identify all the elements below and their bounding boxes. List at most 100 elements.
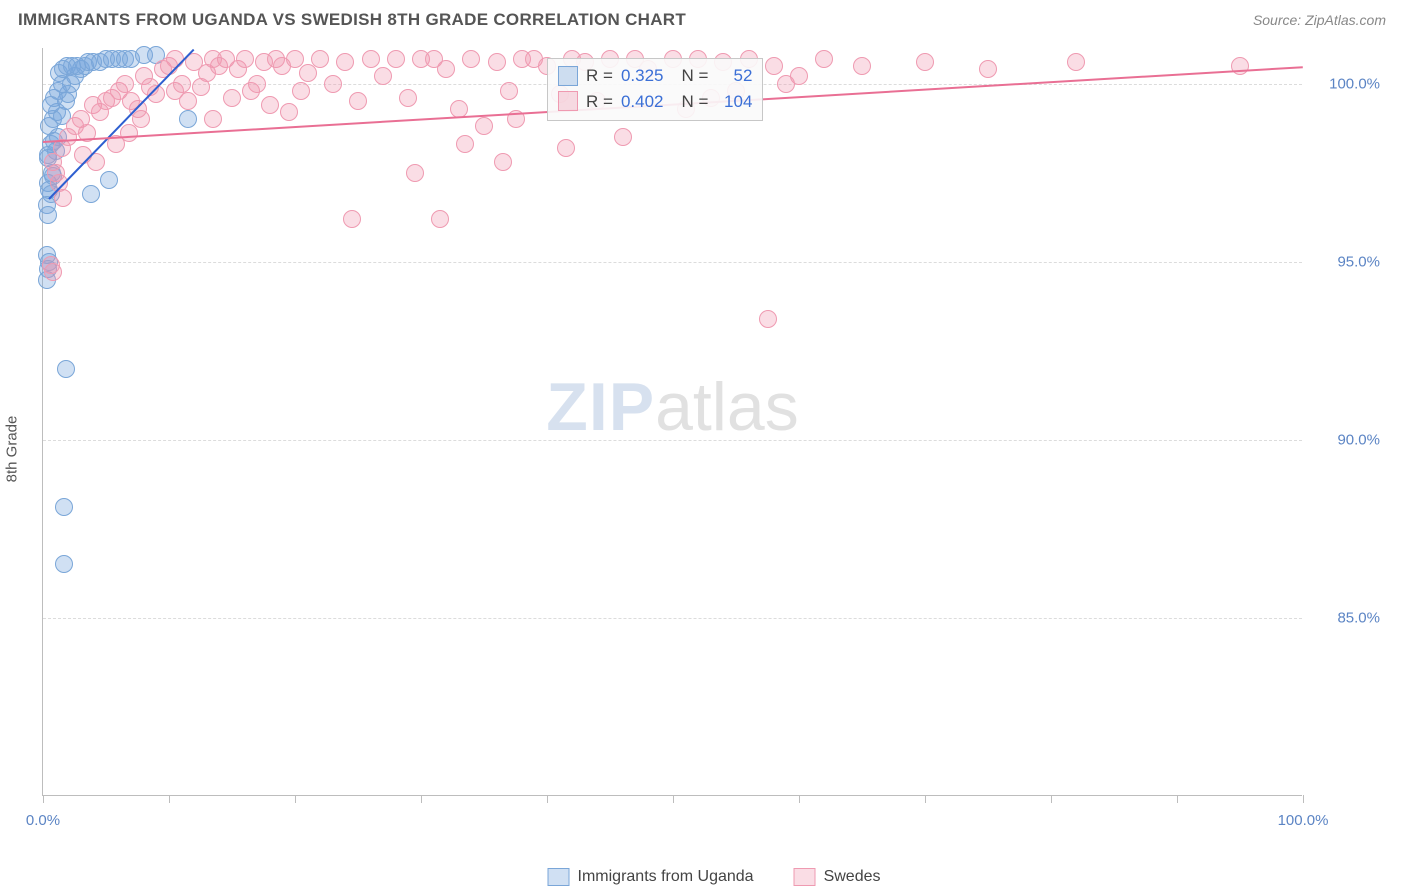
stats-row: R = 0.402 N = 104 xyxy=(558,89,752,115)
x-tick-label: 0.0% xyxy=(26,812,60,829)
y-tick-label: 90.0% xyxy=(1310,431,1380,448)
data-point xyxy=(1067,53,1085,71)
gridline xyxy=(43,618,1302,619)
data-point xyxy=(311,50,329,68)
stat-n-value: 104 xyxy=(716,89,752,115)
data-point xyxy=(116,75,134,93)
data-point xyxy=(343,210,361,228)
data-point xyxy=(299,64,317,82)
data-point xyxy=(916,53,934,71)
data-point xyxy=(853,57,871,75)
data-point xyxy=(57,360,75,378)
data-point xyxy=(132,110,150,128)
legend-swatch xyxy=(794,868,816,886)
data-point xyxy=(406,164,424,182)
x-tick xyxy=(547,795,548,803)
data-point xyxy=(42,96,60,114)
data-point xyxy=(173,75,191,93)
stat-r-label: R = xyxy=(586,63,613,89)
data-point xyxy=(349,92,367,110)
data-point xyxy=(100,171,118,189)
stat-r-value: 0.402 xyxy=(621,89,664,115)
data-point xyxy=(456,135,474,153)
x-tick xyxy=(421,795,422,803)
y-tick-label: 100.0% xyxy=(1310,75,1380,92)
data-point xyxy=(39,206,57,224)
legend-item: Swedes xyxy=(794,868,881,886)
stat-n-label: N = xyxy=(681,63,708,89)
data-point xyxy=(462,50,480,68)
y-tick-label: 85.0% xyxy=(1310,609,1380,626)
data-point xyxy=(488,53,506,71)
chart-source: Source: ZipAtlas.com xyxy=(1253,12,1386,28)
data-point xyxy=(204,50,222,68)
data-point xyxy=(475,117,493,135)
x-tick xyxy=(169,795,170,803)
data-point xyxy=(815,50,833,68)
data-point xyxy=(55,498,73,516)
legend-swatch xyxy=(548,868,570,886)
data-point xyxy=(765,57,783,75)
chart-header: IMMIGRANTS FROM UGANDA VS SWEDISH 8TH GR… xyxy=(0,0,1406,36)
data-point xyxy=(431,210,449,228)
data-point xyxy=(120,124,138,142)
data-point xyxy=(374,67,392,85)
data-point xyxy=(280,103,298,121)
legend-swatch xyxy=(558,66,578,86)
data-point xyxy=(68,57,86,75)
y-tick-label: 95.0% xyxy=(1310,253,1380,270)
data-point xyxy=(759,310,777,328)
chart-title: IMMIGRANTS FROM UGANDA VS SWEDISH 8TH GR… xyxy=(18,10,686,30)
data-point xyxy=(437,60,455,78)
watermark-part1: ZIP xyxy=(546,369,655,445)
data-point xyxy=(324,75,342,93)
watermark-part2: atlas xyxy=(655,369,799,445)
data-point xyxy=(500,82,518,100)
x-tick xyxy=(295,795,296,803)
data-point xyxy=(261,96,279,114)
stat-r-label: R = xyxy=(586,89,613,115)
stats-row: R = 0.325 N = 52 xyxy=(558,63,752,89)
x-tick-label: 100.0% xyxy=(1278,812,1329,829)
x-tick xyxy=(1051,795,1052,803)
stat-r-value: 0.325 xyxy=(621,63,664,89)
chart-area: 8th Grade ZIPatlas 85.0%90.0%95.0%100.0%… xyxy=(42,48,1386,850)
x-tick xyxy=(799,795,800,803)
data-point xyxy=(614,128,632,146)
data-point xyxy=(362,50,380,68)
data-point xyxy=(53,75,71,93)
x-tick xyxy=(1177,795,1178,803)
data-point xyxy=(204,110,222,128)
data-point xyxy=(557,139,575,157)
plot-region: ZIPatlas 85.0%90.0%95.0%100.0%0.0%100.0%… xyxy=(42,48,1302,796)
data-point xyxy=(450,100,468,118)
data-point xyxy=(236,50,254,68)
data-point xyxy=(248,75,266,93)
y-axis-title: 8th Grade xyxy=(4,416,21,483)
data-point xyxy=(82,185,100,203)
gridline xyxy=(43,262,1302,263)
data-point xyxy=(179,92,197,110)
x-tick xyxy=(1303,795,1304,803)
x-tick xyxy=(43,795,44,803)
stat-n-value: 52 xyxy=(716,63,752,89)
legend-label: Immigrants from Uganda xyxy=(578,868,754,886)
chart-legend: Immigrants from Uganda Swedes xyxy=(548,868,881,886)
data-point xyxy=(494,153,512,171)
legend-swatch xyxy=(558,91,578,111)
x-tick xyxy=(925,795,926,803)
data-point xyxy=(223,89,241,107)
stats-box: R = 0.325 N = 52 R = 0.402 N = 104 xyxy=(547,58,763,121)
legend-label: Swedes xyxy=(824,868,881,886)
data-point xyxy=(44,263,62,281)
data-point xyxy=(399,89,417,107)
stat-n-label: N = xyxy=(681,89,708,115)
data-point xyxy=(179,110,197,128)
data-point xyxy=(387,50,405,68)
data-point xyxy=(979,60,997,78)
legend-item: Immigrants from Uganda xyxy=(548,868,754,886)
gridline xyxy=(43,440,1302,441)
x-tick xyxy=(673,795,674,803)
data-point xyxy=(55,555,73,573)
data-point xyxy=(336,53,354,71)
